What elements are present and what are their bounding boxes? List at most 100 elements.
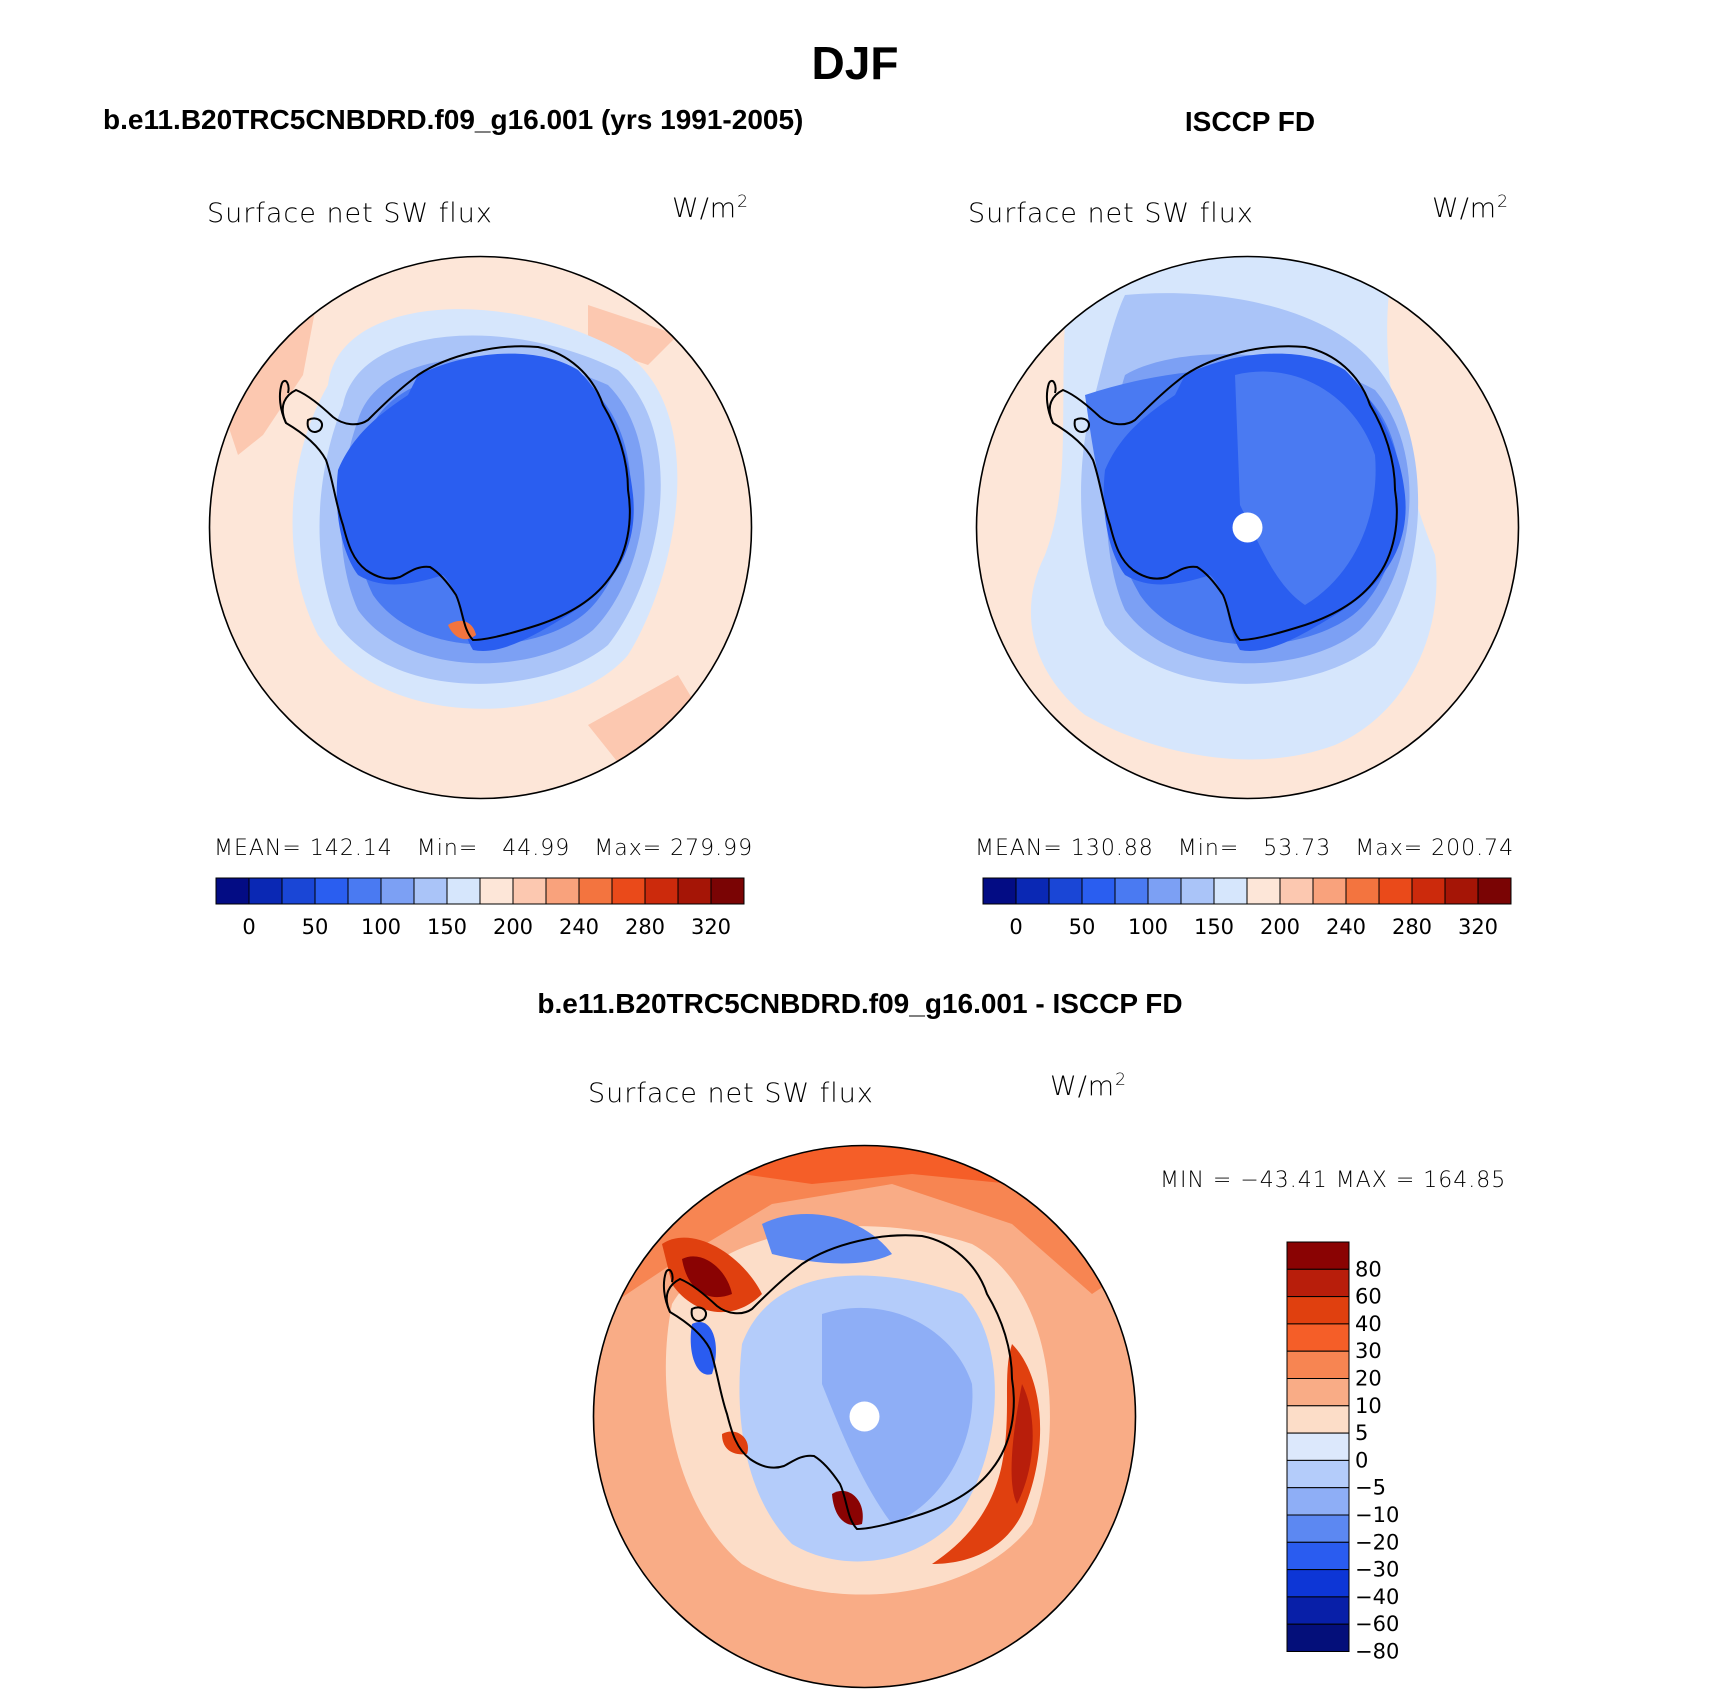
colorbar-tick-label: −5 — [1355, 1476, 1386, 1500]
colorbar-swatch — [248, 877, 283, 905]
model-mean-value: 142.14 — [309, 836, 393, 861]
colorbar-swatch — [1081, 877, 1116, 905]
model-min-value: 44.99 — [502, 836, 571, 861]
colorbar-tick-label: 240 — [1326, 915, 1366, 939]
antarctica-coastline — [1048, 345, 1398, 642]
obs-mean-value: 130.88 — [1070, 836, 1154, 861]
colorbar-swatch — [380, 877, 415, 905]
colorbar-tick-label: 50 — [1069, 915, 1096, 939]
colorbar-tick-label: 0 — [242, 915, 255, 939]
colorbar-tick-label: 240 — [559, 915, 599, 939]
obs-min-value: 53.73 — [1263, 836, 1332, 861]
colorbar-tick-label: −40 — [1355, 1585, 1399, 1609]
pos-coastal-arc-core — [1011, 1384, 1033, 1504]
colorbar-swatch — [446, 877, 481, 905]
colorbar-tick-label: −80 — [1355, 1640, 1399, 1664]
colorbar-swatch — [1312, 877, 1347, 905]
colorbar-swatch — [1286, 1596, 1350, 1625]
antarctica-coastline — [665, 1234, 1015, 1531]
colorbar-swatch — [1180, 877, 1215, 905]
colorbar-swatch — [1279, 877, 1314, 905]
colorbar-swatch — [347, 877, 382, 905]
colorbar-swatch — [1286, 1569, 1350, 1598]
model-units: W/m2 — [672, 192, 749, 224]
colorbar-swatch — [1411, 877, 1446, 905]
colorbar-tick-label: 0 — [1355, 1448, 1368, 1472]
colorbar-swatch — [1286, 1487, 1350, 1516]
colorbar-swatch — [1147, 877, 1182, 905]
diff-panel-heading: b.e11.B20TRC5CNBDRD.f09_g16.001 - ISCCP … — [537, 988, 1183, 1019]
colorbar-tick-label: 320 — [1458, 915, 1498, 939]
diff-colorbar: 80 60 40 30 20 10 5 0 −5 −10 −20 −30 −40 −60 −80 — [1286, 1241, 1399, 1664]
map-border — [208, 255, 753, 800]
model-max-value: 279.99 — [670, 836, 754, 861]
colorbar-swatch — [1286, 1296, 1350, 1325]
colorbar-tick-label: −30 — [1355, 1558, 1399, 1582]
diff-polar-map — [592, 1144, 1137, 1689]
colorbar-swatch — [611, 877, 646, 905]
colorbar-swatch — [1444, 877, 1479, 905]
colorbar-swatch — [644, 877, 679, 905]
colorbar-swatch — [710, 877, 745, 905]
obs-panel-heading: ISCCP FD — [1184, 106, 1316, 137]
colorbar-tick-label: 100 — [361, 915, 401, 939]
colorbar-swatch — [512, 877, 547, 905]
colorbar-swatch — [1477, 877, 1512, 905]
colorbar-tick-label: 150 — [427, 915, 467, 939]
colorbar-swatch — [314, 877, 349, 905]
colorbar-tick-label: 60 — [1355, 1285, 1382, 1309]
colorbar-swatch — [1048, 877, 1083, 905]
warm-patch — [588, 675, 708, 775]
obs-variable-title: Surface net SW flux — [968, 198, 1254, 229]
model-polar-map — [208, 255, 753, 800]
colorbar-swatch — [1286, 1241, 1350, 1270]
colorbar-tick-label: 100 — [1128, 915, 1168, 939]
colorbar-swatch — [1286, 1268, 1350, 1298]
diff-stats: MIN = −43.41 MAX = 164.85 — [1160, 1168, 1507, 1193]
colorbar-swatch — [677, 877, 712, 905]
obs-max-value: 200.74 — [1431, 836, 1515, 861]
colorbar-tick-label: 50 — [302, 915, 329, 939]
colorbar-tick-label: 20 — [1355, 1367, 1382, 1391]
colorbar-tick-label: 200 — [493, 915, 533, 939]
colorbar-tick-label: 200 — [1260, 915, 1300, 939]
colorbar-swatch — [1015, 877, 1050, 905]
colorbar-tick-label: 30 — [1355, 1339, 1382, 1363]
page-title: DJF — [811, 37, 899, 89]
model-panel-heading: b.e11.B20TRC5CNBDRD.f09_g16.001 (yrs 199… — [103, 104, 804, 135]
colorbar-swatch — [215, 877, 250, 905]
colorbar-tick-label: 40 — [1355, 1312, 1382, 1336]
diff-variable-title: Surface net SW flux — [588, 1078, 874, 1109]
colorbar-swatch — [413, 877, 448, 905]
colorbar-swatch — [578, 877, 613, 905]
neg-patch — [690, 1322, 716, 1375]
antarctica-coastline — [281, 345, 631, 642]
colorbar-swatch — [1246, 877, 1281, 905]
colorbar-tick-label: 5 — [1355, 1421, 1368, 1445]
colorbar-swatch — [281, 877, 316, 905]
obs-polar-map — [975, 255, 1520, 800]
colorbar-swatch — [1286, 1405, 1350, 1434]
warm-patch — [218, 295, 318, 455]
neg-patch — [762, 1214, 892, 1264]
colorbar-swatch — [1345, 877, 1380, 905]
colorbar-swatch — [1286, 1541, 1350, 1571]
model-stats: MEAN= 142.14 Min= 44.99 Max= 279.99 — [214, 836, 754, 861]
colorbar-swatch — [1286, 1514, 1350, 1543]
model-variable-title: Surface net SW flux — [207, 198, 493, 229]
colorbar-swatch — [1286, 1323, 1350, 1352]
colorbar-swatch — [1114, 877, 1149, 905]
colorbar-swatch — [1286, 1432, 1350, 1461]
east-interior — [1235, 371, 1376, 605]
model-colorbar: 0 50 100 150 200 240 280 320 — [215, 877, 745, 939]
peninsula-coastline — [1045, 379, 1091, 433]
obs-units: W/m2 — [1432, 192, 1509, 224]
colorbar-tick-label: 280 — [625, 915, 665, 939]
colorbar-tick-label: −60 — [1355, 1612, 1399, 1636]
colorbar-swatch — [1286, 1623, 1350, 1653]
colorbar-tick-label: 150 — [1194, 915, 1234, 939]
diff-units: W/m2 — [1050, 1070, 1127, 1102]
colorbar-tick-label: 10 — [1355, 1394, 1382, 1418]
colorbar-tick-label: 280 — [1392, 915, 1432, 939]
colorbar-tick-label: −10 — [1355, 1503, 1399, 1527]
